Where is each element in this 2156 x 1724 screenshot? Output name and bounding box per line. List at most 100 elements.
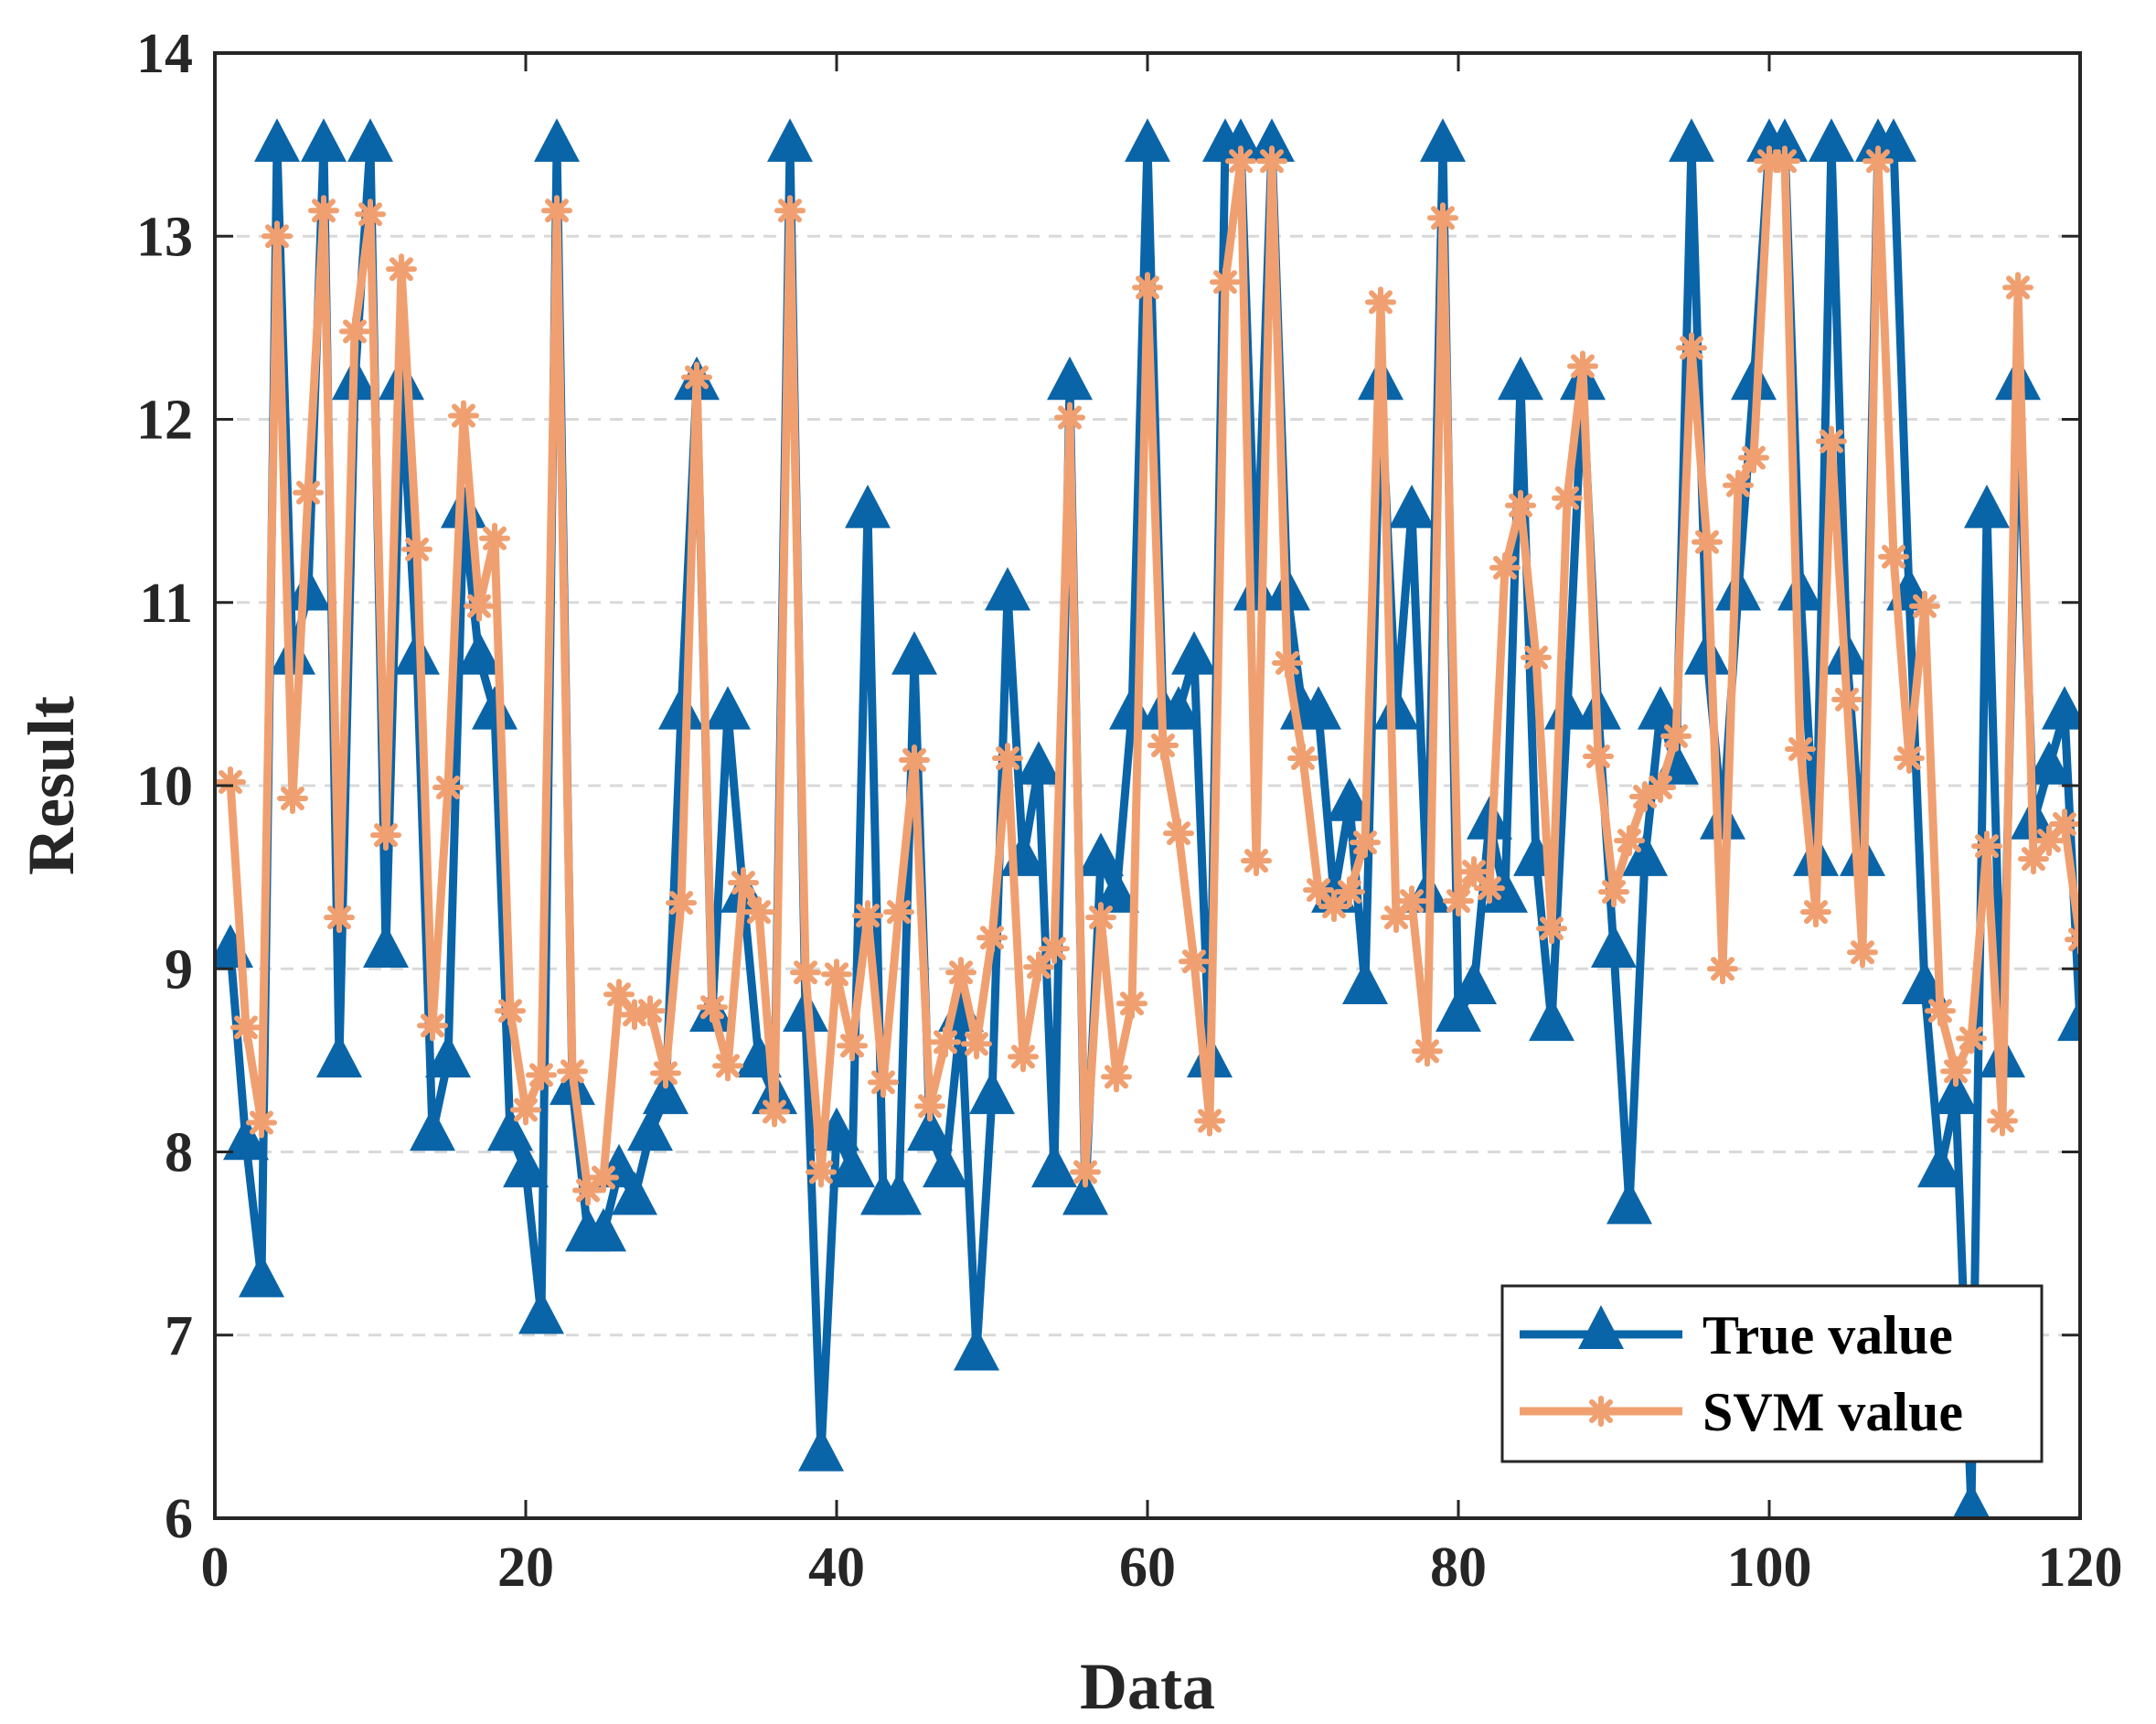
- data-point: [1311, 869, 1357, 913]
- data-point: [239, 1253, 284, 1298]
- data-point: [293, 477, 324, 509]
- data-point: [627, 1107, 673, 1151]
- data-point-stroke: [607, 982, 631, 1007]
- data-point-stroke: [1835, 687, 1859, 712]
- data-point-stroke: [934, 1030, 957, 1055]
- data-point: [845, 484, 891, 529]
- data-point-stroke: [265, 224, 289, 249]
- data-point: [1505, 489, 1536, 521]
- data-point: [1078, 832, 1124, 876]
- y-tick-label: 7: [165, 1305, 193, 1367]
- data-point: [308, 195, 339, 227]
- data-point: [1256, 145, 1287, 177]
- data-point: [1800, 896, 1831, 928]
- data-point: [774, 195, 806, 227]
- data-point-stroke: [1540, 916, 1564, 941]
- data-point: [914, 1090, 945, 1122]
- data-point-stroke: [794, 960, 817, 985]
- data-point-stroke: [1742, 445, 1766, 470]
- y-tick-label: 8: [165, 1122, 193, 1184]
- data-point: [1031, 1143, 1077, 1188]
- data-point: [643, 1070, 688, 1115]
- data-point-stroke: [1120, 991, 1144, 1016]
- data-point: [1482, 869, 1528, 913]
- data-point-stroke: [1369, 290, 1393, 315]
- data-point: [1225, 145, 1256, 177]
- data-point: [1233, 566, 1279, 611]
- data-point: [363, 924, 409, 968]
- data-point: [1769, 145, 1800, 177]
- data-point: [1474, 873, 1505, 905]
- data-point: [1645, 772, 1676, 804]
- data-point: [1062, 1171, 1108, 1215]
- data-point: [1847, 937, 1878, 969]
- data-point: [1521, 641, 1552, 673]
- data-point: [1365, 286, 1396, 318]
- data-point-stroke: [560, 1059, 584, 1084]
- data-point: [324, 902, 355, 934]
- data-point: [790, 957, 821, 989]
- data-point: [930, 1026, 961, 1058]
- data-point: [961, 1028, 992, 1060]
- data-point: [1296, 686, 1341, 730]
- data-point-stroke: [2053, 812, 2076, 837]
- data-point: [1606, 1180, 1652, 1225]
- data-point: [907, 1107, 953, 1151]
- data-point: [1008, 1041, 1039, 1073]
- data-point-stroke: [1991, 1108, 2014, 1133]
- data-point-stroke: [871, 1070, 895, 1095]
- data-point: [1498, 356, 1543, 401]
- data-point: [386, 253, 417, 285]
- data-point: [1094, 869, 1139, 913]
- data-point: [261, 220, 293, 252]
- data-point-stroke: [1602, 880, 1626, 905]
- data-point: [1777, 566, 1823, 611]
- data-point: [635, 995, 666, 1027]
- data-point-stroke: [700, 995, 724, 1020]
- data-point: [1085, 902, 1116, 934]
- data-point: [1147, 729, 1179, 761]
- data-point: [215, 766, 246, 798]
- data-point: [2002, 272, 2033, 304]
- data-point: [285, 566, 331, 611]
- data-point-stroke: [1820, 429, 1843, 454]
- data-point-stroke: [1509, 493, 1532, 518]
- data-point-stroke: [1649, 776, 1672, 800]
- data-point: [1373, 686, 1419, 730]
- data-point: [767, 118, 813, 162]
- y-tick-label: 6: [165, 1488, 193, 1550]
- data-point-stroke: [1260, 149, 1284, 174]
- data-point: [1878, 541, 1909, 573]
- data-point: [1529, 997, 1574, 1042]
- data-point: [254, 118, 300, 162]
- data-point: [557, 1055, 588, 1087]
- data-point-stroke: [1928, 999, 1952, 1023]
- data-point: [712, 1050, 743, 1082]
- data-point: [2026, 741, 2072, 785]
- data-point-stroke: [825, 962, 849, 987]
- data-point-stroke: [1788, 736, 1812, 761]
- data-point-stroke: [1353, 830, 1377, 855]
- data-point-stroke: [1042, 937, 1066, 961]
- axis-ticks: [213, 51, 2082, 1520]
- data-point-stroke: [1959, 1026, 1983, 1051]
- x-tick-label: 120: [2038, 1537, 2123, 1599]
- data-point: [603, 979, 635, 1011]
- data-point-stroke: [405, 537, 429, 562]
- data-point: [1350, 827, 1381, 859]
- data-point: [1489, 551, 1521, 584]
- data-point: [883, 896, 914, 928]
- data-point: [1816, 425, 1847, 457]
- data-point: [1862, 145, 1894, 177]
- data-point-stroke: [996, 745, 1019, 770]
- data-point-stroke: [1633, 785, 1657, 809]
- data-point: [1163, 818, 1194, 850]
- data-point: [1692, 526, 1723, 558]
- data-point: [969, 1070, 1015, 1115]
- data-point-stroke: [1167, 821, 1190, 846]
- data-point-stroke: [1058, 405, 1082, 430]
- data-point: [759, 1096, 790, 1128]
- data-point: [1156, 686, 1201, 730]
- data-point: [1171, 631, 1217, 675]
- data-point: [1660, 720, 1692, 752]
